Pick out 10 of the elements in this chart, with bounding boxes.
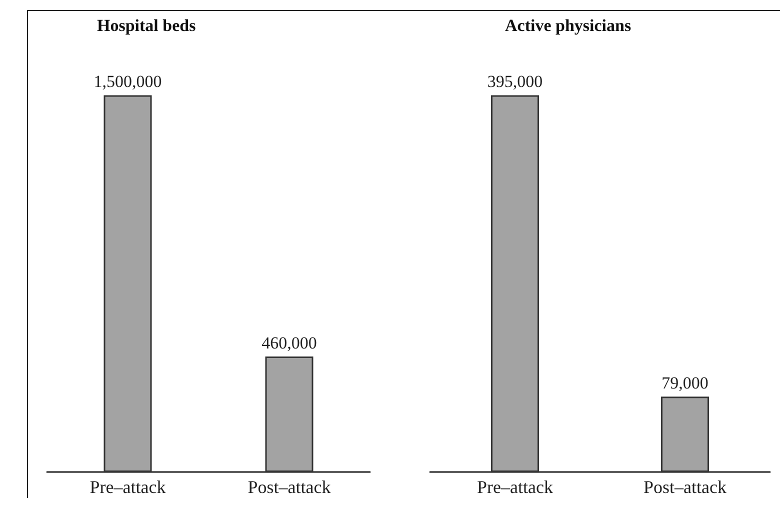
data-label: 1,500,000 [94,72,162,92]
data-label: 460,000 [262,333,317,352]
x-tick-label: Pre–attack [90,477,166,497]
chart-title: Hospital beds [97,16,196,35]
x-tick-label: Post–attack [644,477,726,497]
x-tick-label: Pre–attack [477,477,553,497]
data-label: 395,000 [487,72,543,92]
x-tick-label: Post–attack [248,477,331,497]
data-label: 79,000 [662,374,708,393]
chart-title: Active physicians [505,16,632,35]
